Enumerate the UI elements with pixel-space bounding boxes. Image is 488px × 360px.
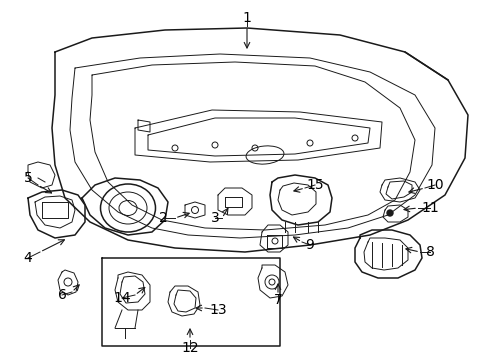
Text: 10: 10 (426, 178, 443, 192)
Text: 14: 14 (113, 291, 131, 305)
Text: 6: 6 (58, 288, 66, 302)
Text: 13: 13 (209, 303, 226, 317)
Text: 5: 5 (23, 171, 32, 185)
Text: 9: 9 (305, 238, 314, 252)
Text: 1: 1 (242, 11, 251, 25)
Text: 3: 3 (210, 211, 219, 225)
Text: 15: 15 (305, 178, 323, 192)
Circle shape (386, 210, 392, 216)
Text: 7: 7 (273, 293, 282, 307)
Text: 12: 12 (181, 341, 199, 355)
Text: 2: 2 (158, 211, 167, 225)
Text: 8: 8 (425, 245, 433, 259)
Text: 11: 11 (420, 201, 438, 215)
Text: 4: 4 (23, 251, 32, 265)
